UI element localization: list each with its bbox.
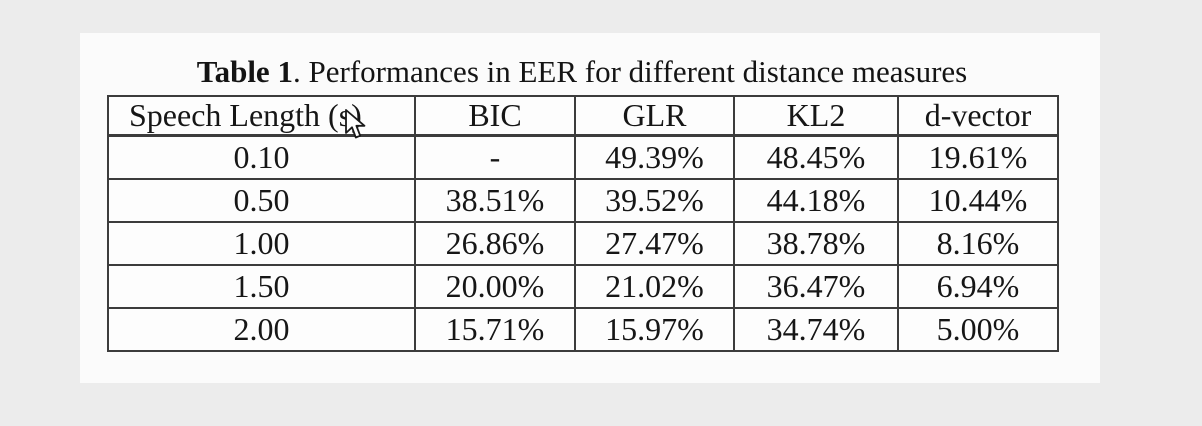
column-header-speech-length: Speech Length (s) xyxy=(107,95,416,138)
table-cell: 39.52% xyxy=(574,178,735,224)
table-caption-label: Table 1 xyxy=(196,54,293,89)
table-cell: 38.51% xyxy=(414,178,576,224)
table-caption: Table 1. Performances in EER for differe… xyxy=(107,54,1057,89)
table-cell: 15.71% xyxy=(414,307,576,353)
table-cell: 1.00 xyxy=(107,221,416,267)
table-row-1: 0.50 38.51% 39.52% 44.18% 10.44% xyxy=(107,178,1059,224)
table-cell: 49.39% xyxy=(574,134,735,181)
table-row-0: 0.10 - 49.39% 48.45% 19.61% xyxy=(107,134,1059,181)
table-cell: 2.00 xyxy=(107,307,416,353)
table-cell: 0.10 xyxy=(107,134,416,181)
table-cell: 36.47% xyxy=(733,264,899,310)
column-header-glr: GLR xyxy=(574,95,735,138)
table-cell: 26.86% xyxy=(414,221,576,267)
table-caption-text: . Performances in EER for different dist… xyxy=(292,54,968,89)
table-cell: 27.47% xyxy=(574,221,735,267)
table-cell: 10.44% xyxy=(897,178,1059,224)
table-header-row: Speech Length (s) BIC GLR KL2 d-vector xyxy=(107,95,1059,138)
table-cell: 21.02% xyxy=(574,264,735,310)
table-cell: 5.00% xyxy=(897,307,1059,353)
table-cell: - xyxy=(414,134,576,181)
table-row-3: 1.50 20.00% 21.02% 36.47% 6.94% xyxy=(107,264,1059,310)
document-page: Table 1. Performances in EER for differe… xyxy=(80,33,1100,383)
table-cell: 15.97% xyxy=(574,307,735,353)
table-cell: 38.78% xyxy=(733,221,899,267)
eer-results-table: Speech Length (s) BIC GLR KL2 d-vector 0… xyxy=(107,95,1059,353)
table-cell: 1.50 xyxy=(107,264,416,310)
column-header-d-vector: d-vector xyxy=(897,95,1059,138)
column-header-kl2: KL2 xyxy=(733,95,899,138)
column-header-bic: BIC xyxy=(414,95,576,138)
table-row-2: 1.00 26.86% 27.47% 38.78% 8.16% xyxy=(107,221,1059,267)
table-cell: 34.74% xyxy=(733,307,899,353)
table-cell: 48.45% xyxy=(733,134,899,181)
table-cell: 8.16% xyxy=(897,221,1059,267)
table-cell: 6.94% xyxy=(897,264,1059,310)
table-row-4: 2.00 15.71% 15.97% 34.74% 5.00% xyxy=(107,307,1059,353)
table-cell: 19.61% xyxy=(897,134,1059,181)
table-cell: 20.00% xyxy=(414,264,576,310)
table-cell: 44.18% xyxy=(733,178,899,224)
table-cell: 0.50 xyxy=(107,178,416,224)
